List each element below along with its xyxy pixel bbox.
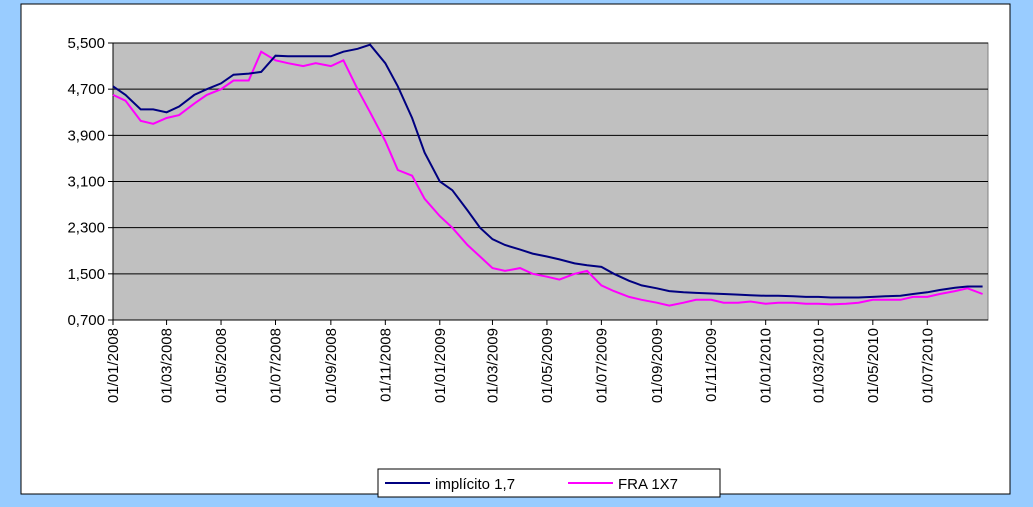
y-tick-label: 1,500 [67, 266, 105, 283]
x-tick-label: 01/05/2008 [213, 328, 230, 403]
x-tick-label: 01/05/2010 [865, 328, 882, 403]
x-tick-label: 01/03/2008 [159, 328, 176, 403]
legend-label: FRA 1X7 [618, 476, 678, 493]
legend-label: implícito 1,7 [435, 476, 515, 493]
y-tick-label: 4,700 [67, 81, 105, 98]
x-tick-label: 01/01/2008 [105, 328, 122, 403]
y-tick-label: 3,100 [67, 174, 105, 191]
x-tick-label: 01/03/2009 [484, 328, 501, 403]
x-tick-label: 01/07/2009 [593, 328, 610, 403]
x-tick-label: 01/01/2010 [758, 328, 775, 403]
y-tick-label: 3,900 [67, 127, 105, 144]
x-tick-label: 01/01/2009 [432, 328, 449, 403]
y-tick-label: 0,700 [67, 312, 105, 329]
legend [377, 468, 721, 498]
x-tick-label: 01/07/2010 [919, 328, 936, 403]
y-tick-label: 2,300 [67, 220, 105, 237]
x-tick-label: 01/09/2009 [649, 328, 666, 403]
x-tick-label: 01/11/2009 [703, 328, 720, 402]
y-tick-label: 5,500 [67, 35, 105, 52]
x-tick-label: 01/09/2008 [323, 328, 340, 403]
series-line [112, 50, 983, 307]
x-tick-label: 01/05/2009 [539, 328, 556, 403]
x-tick-label: 01/11/2008 [377, 328, 394, 402]
x-tick-label: 01/07/2008 [268, 328, 285, 403]
series-line [112, 43, 983, 299]
x-tick-label: 01/03/2010 [810, 328, 827, 403]
